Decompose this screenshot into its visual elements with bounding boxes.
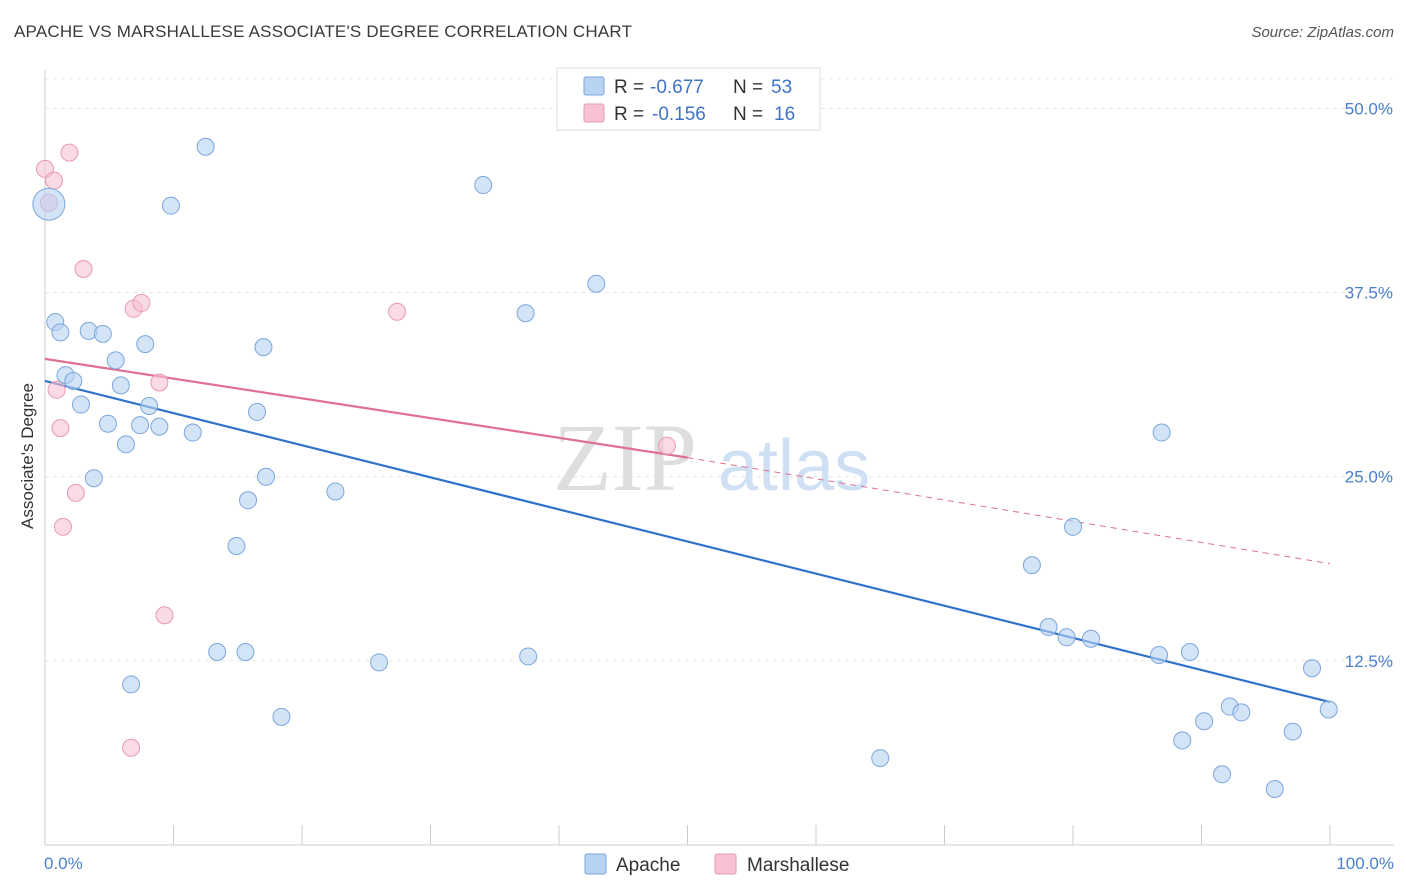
apache-point (236, 643, 255, 662)
apache-point (1319, 700, 1338, 719)
apache-point (227, 536, 246, 555)
apache-point (239, 491, 258, 510)
apache-point (587, 274, 606, 293)
marshallese-point (657, 436, 676, 455)
x-tick-label-max: 100.0% (1336, 854, 1394, 873)
gridlines (45, 78, 1394, 662)
apache-point (272, 707, 291, 726)
marshallese-point (44, 171, 63, 190)
marshallese-trend-line (44, 357, 688, 459)
apache-point (871, 749, 890, 768)
apache-point (1195, 712, 1214, 731)
marshallese-point (122, 738, 141, 757)
apache-point (474, 176, 493, 195)
marshallese-point (150, 373, 169, 392)
apache-point (254, 338, 273, 357)
apache-point (326, 482, 345, 501)
apache-point (93, 324, 112, 343)
stats-n-label-apache: N = (733, 77, 763, 98)
stats-swatch-marshallese (583, 103, 605, 123)
legend-label-apache: Apache (616, 855, 680, 876)
apache-point (1265, 780, 1284, 799)
apache-trend-line (44, 379, 1331, 704)
marshallese-point (47, 380, 66, 399)
x-tick-label-min: 0.0% (44, 854, 83, 873)
marshallese-point (66, 483, 85, 502)
apache-point (136, 335, 155, 354)
stats-r-label-marshallese: R = (614, 104, 644, 125)
apache-point (116, 435, 135, 454)
source-label: Source: ZipAtlas.com (1251, 24, 1394, 41)
apache-point (370, 653, 389, 672)
marshallese-point (60, 143, 79, 162)
y-tick-label: 50.0% (1345, 99, 1393, 118)
apache-point (1152, 423, 1171, 442)
apache-point (516, 304, 535, 323)
apache-point (1039, 617, 1058, 636)
stats-r-value-marshallese: -0.156 (652, 104, 706, 125)
watermark-atlas: atlas (718, 426, 870, 506)
marshallese-point (132, 293, 151, 312)
marshallese-point (51, 419, 70, 438)
apache-point (1173, 731, 1192, 750)
apache-points (32, 137, 1338, 799)
apache-point (1150, 645, 1169, 664)
apache-point (257, 467, 276, 486)
apache-point (183, 423, 202, 442)
apache-point (1022, 556, 1041, 575)
trend-lines (44, 357, 1331, 704)
apache-point (140, 397, 159, 416)
apache-point (1213, 765, 1232, 784)
apache-point (106, 351, 125, 370)
marshallese-point (74, 260, 93, 279)
apache-point (519, 647, 538, 666)
apache-point (131, 416, 150, 435)
apache-point (1232, 703, 1251, 722)
marshallese-point (53, 517, 72, 536)
apache-point (98, 414, 117, 433)
apache-point (71, 395, 90, 414)
apache-point (64, 371, 83, 390)
marshallese-trend-dashed (687, 457, 1331, 565)
stats-n-value-apache: 53 (771, 77, 792, 98)
apache-point (208, 643, 227, 662)
apache-point (248, 402, 267, 421)
stats-r-value-apache: -0.677 (650, 77, 704, 98)
apache-point (1180, 643, 1199, 662)
apache-point (32, 187, 66, 221)
apache-point (161, 196, 180, 215)
stats-r-label-apache: R = (614, 77, 644, 98)
stats-n-label-marshallese: N = (733, 104, 763, 125)
series-legend: Apache Marshallese (584, 853, 849, 876)
marshallese-point (388, 302, 407, 321)
apache-point (84, 469, 103, 488)
watermark-zip: ZIP (553, 404, 697, 511)
marshallese-point (155, 606, 174, 625)
legend-swatch-apache (584, 853, 607, 875)
apache-point (111, 376, 130, 395)
apache-point (1057, 628, 1076, 647)
y-tick-label: 37.5% (1345, 284, 1393, 303)
stats-n-value-marshallese: 16 (774, 104, 795, 125)
legend-swatch-marshallese (714, 853, 737, 875)
apache-point (1064, 517, 1082, 536)
apache-point (1303, 659, 1322, 678)
y-tick-labels: 12.5% 25.0% 37.5% 50.0% (1345, 99, 1393, 670)
apache-point (51, 323, 70, 342)
apache-point (150, 417, 169, 436)
apache-point (1081, 629, 1100, 648)
y-axis-title: Associate's Degree (18, 383, 37, 529)
y-tick-label: 12.5% (1345, 652, 1393, 671)
chart-title: APACHE VS MARSHALLESE ASSOCIATE'S DEGREE… (14, 22, 633, 41)
legend-label-marshallese: Marshallese (747, 855, 849, 876)
stats-legend: R = -0.677 N = 53 R = -0.156 N = 16 (556, 67, 821, 131)
apache-point (1283, 722, 1302, 741)
stats-swatch-apache (583, 76, 605, 96)
apache-point (122, 675, 141, 694)
y-tick-label: 25.0% (1345, 468, 1393, 487)
apache-point (196, 137, 215, 156)
marshallese-points (36, 143, 676, 757)
